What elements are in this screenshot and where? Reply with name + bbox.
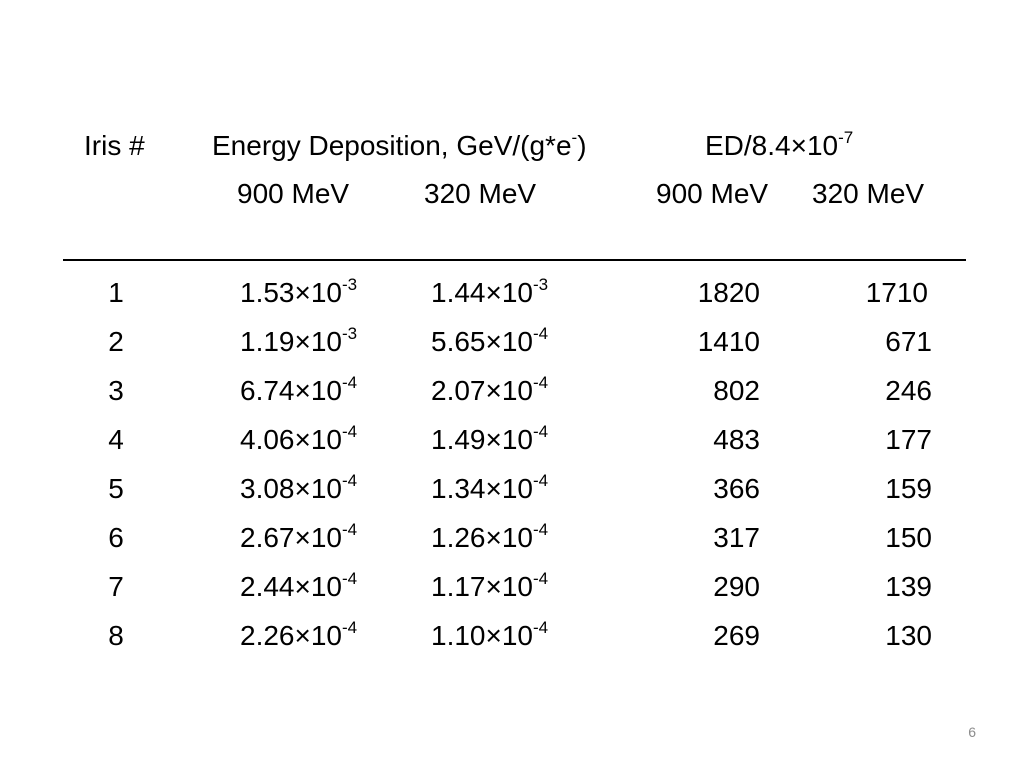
subheader-ed-900: 900 MeV	[237, 178, 350, 209]
cell-ratio-900: 1820	[697, 277, 760, 308]
cell-ed-320-mantissa: 1.34×10	[431, 473, 533, 504]
cell-ratio-900: 317	[713, 522, 760, 553]
cell-iris: 2	[108, 326, 124, 357]
cell-iris: 1	[108, 277, 124, 308]
cell-ratio-320: 150	[885, 522, 932, 553]
header-ratio: ED/8.4×10-7	[705, 128, 854, 167]
subheader-ratio-900: 900 MeV	[656, 178, 769, 209]
cell-ed-900-mantissa: 4.06×10	[240, 424, 342, 455]
cell-ed-320-mantissa: 1.10×10	[431, 620, 533, 651]
cell-ed-900-mantissa: 2.26×10	[240, 620, 342, 651]
cell-iris: 6	[108, 522, 124, 553]
header-energy-deposition-label: Energy Deposition, GeV/(g*e	[212, 130, 572, 161]
page-number: 6	[968, 724, 976, 740]
cell-ratio-900: 802	[713, 375, 760, 406]
cell-ed-320-exponent: -4	[533, 471, 549, 490]
cell-ratio-320: 671	[885, 326, 932, 357]
cell-ed-900-mantissa: 2.67×10	[240, 522, 342, 553]
cell-iris: 7	[108, 571, 124, 602]
cell-ed-320: 1.17×10-4	[431, 569, 549, 608]
cell-ratio-900: 269	[713, 620, 760, 651]
cell-ed-900-exponent: -4	[342, 520, 358, 539]
cell-ed-900-mantissa: 6.74×10	[240, 375, 342, 406]
header-ratio-label: ED/8.4×10	[705, 130, 839, 161]
cell-ed-320-mantissa: 1.26×10	[431, 522, 533, 553]
cell-iris: 4	[108, 424, 124, 455]
header-energy-deposition-close: )	[577, 130, 587, 161]
cell-ratio-320: 159	[885, 473, 932, 504]
cell-ed-320: 1.49×10-4	[431, 422, 549, 461]
cell-ed-320: 1.44×10-3	[431, 275, 549, 314]
cell-ed-320-exponent: -3	[533, 275, 549, 294]
header-energy-deposition-sup: -	[571, 128, 578, 147]
cell-ed-320-exponent: -4	[533, 618, 549, 637]
cell-ed-900: 1.53×10-3	[240, 275, 358, 314]
cell-ed-900-exponent: -3	[342, 324, 358, 343]
cell-ed-900-exponent: -4	[342, 569, 358, 588]
cell-ratio-320: 246	[885, 375, 932, 406]
cell-ratio-320: 1710	[865, 277, 928, 308]
cell-ed-900-exponent: -4	[342, 618, 358, 637]
cell-ed-900: 4.06×10-4	[240, 422, 358, 461]
cell-ratio-320: 130	[885, 620, 932, 651]
header-iris: Iris #	[84, 129, 145, 163]
cell-ratio-900: 290	[713, 571, 760, 602]
cell-iris: 5	[108, 473, 124, 504]
cell-ed-320-mantissa: 2.07×10	[431, 375, 533, 406]
cell-iris: 8	[108, 620, 124, 651]
cell-ed-320-exponent: -4	[533, 422, 549, 441]
cell-ed-320-exponent: -4	[533, 569, 549, 588]
cell-ed-900-exponent: -4	[342, 422, 358, 441]
cell-ed-320-exponent: -4	[533, 324, 549, 343]
cell-ed-900: 2.26×10-4	[240, 618, 358, 657]
cell-ed-320-exponent: -4	[533, 520, 549, 539]
cell-ratio-320: 177	[885, 424, 932, 455]
cell-iris: 3	[108, 375, 124, 406]
cell-ed-900: 3.08×10-4	[240, 471, 358, 510]
header-divider	[63, 259, 966, 261]
cell-ed-320: 1.10×10-4	[431, 618, 549, 657]
cell-ed-320-exponent: -4	[533, 373, 549, 392]
cell-ed-900: 1.19×10-3	[240, 324, 358, 363]
cell-ed-320-mantissa: 1.17×10	[431, 571, 533, 602]
cell-ratio-900: 1410	[697, 326, 760, 357]
cell-ratio-900: 366	[713, 473, 760, 504]
cell-ed-320-mantissa: 1.44×10	[431, 277, 533, 308]
cell-ed-900: 2.44×10-4	[240, 569, 358, 608]
cell-ed-320: 1.26×10-4	[431, 520, 549, 559]
cell-ed-320: 1.34×10-4	[431, 471, 549, 510]
cell-ed-900-mantissa: 2.44×10	[240, 571, 342, 602]
header-energy-deposition: Energy Deposition, GeV/(g*e-)	[212, 128, 587, 167]
cell-ed-320: 5.65×10-4	[431, 324, 549, 363]
cell-ed-900-exponent: -4	[342, 373, 358, 392]
cell-ed-900: 2.67×10-4	[240, 520, 358, 559]
subheader-ratio-320: 320 MeV	[812, 178, 925, 209]
cell-ed-900-exponent: -4	[342, 471, 358, 490]
header-ratio-sup: -7	[838, 128, 854, 147]
cell-ed-320: 2.07×10-4	[431, 373, 549, 412]
cell-ratio-320: 139	[885, 571, 932, 602]
cell-ratio-900: 483	[713, 424, 760, 455]
cell-ed-900-mantissa: 1.53×10	[240, 277, 342, 308]
cell-ed-320-mantissa: 5.65×10	[431, 326, 533, 357]
cell-ed-900-exponent: -3	[342, 275, 358, 294]
cell-ed-900-mantissa: 1.19×10	[240, 326, 342, 357]
header-iris-label: Iris #	[84, 130, 145, 161]
subheader-ed-320: 320 MeV	[424, 178, 537, 209]
cell-ed-320-mantissa: 1.49×10	[431, 424, 533, 455]
cell-ed-900: 6.74×10-4	[240, 373, 358, 412]
cell-ed-900-mantissa: 3.08×10	[240, 473, 342, 504]
